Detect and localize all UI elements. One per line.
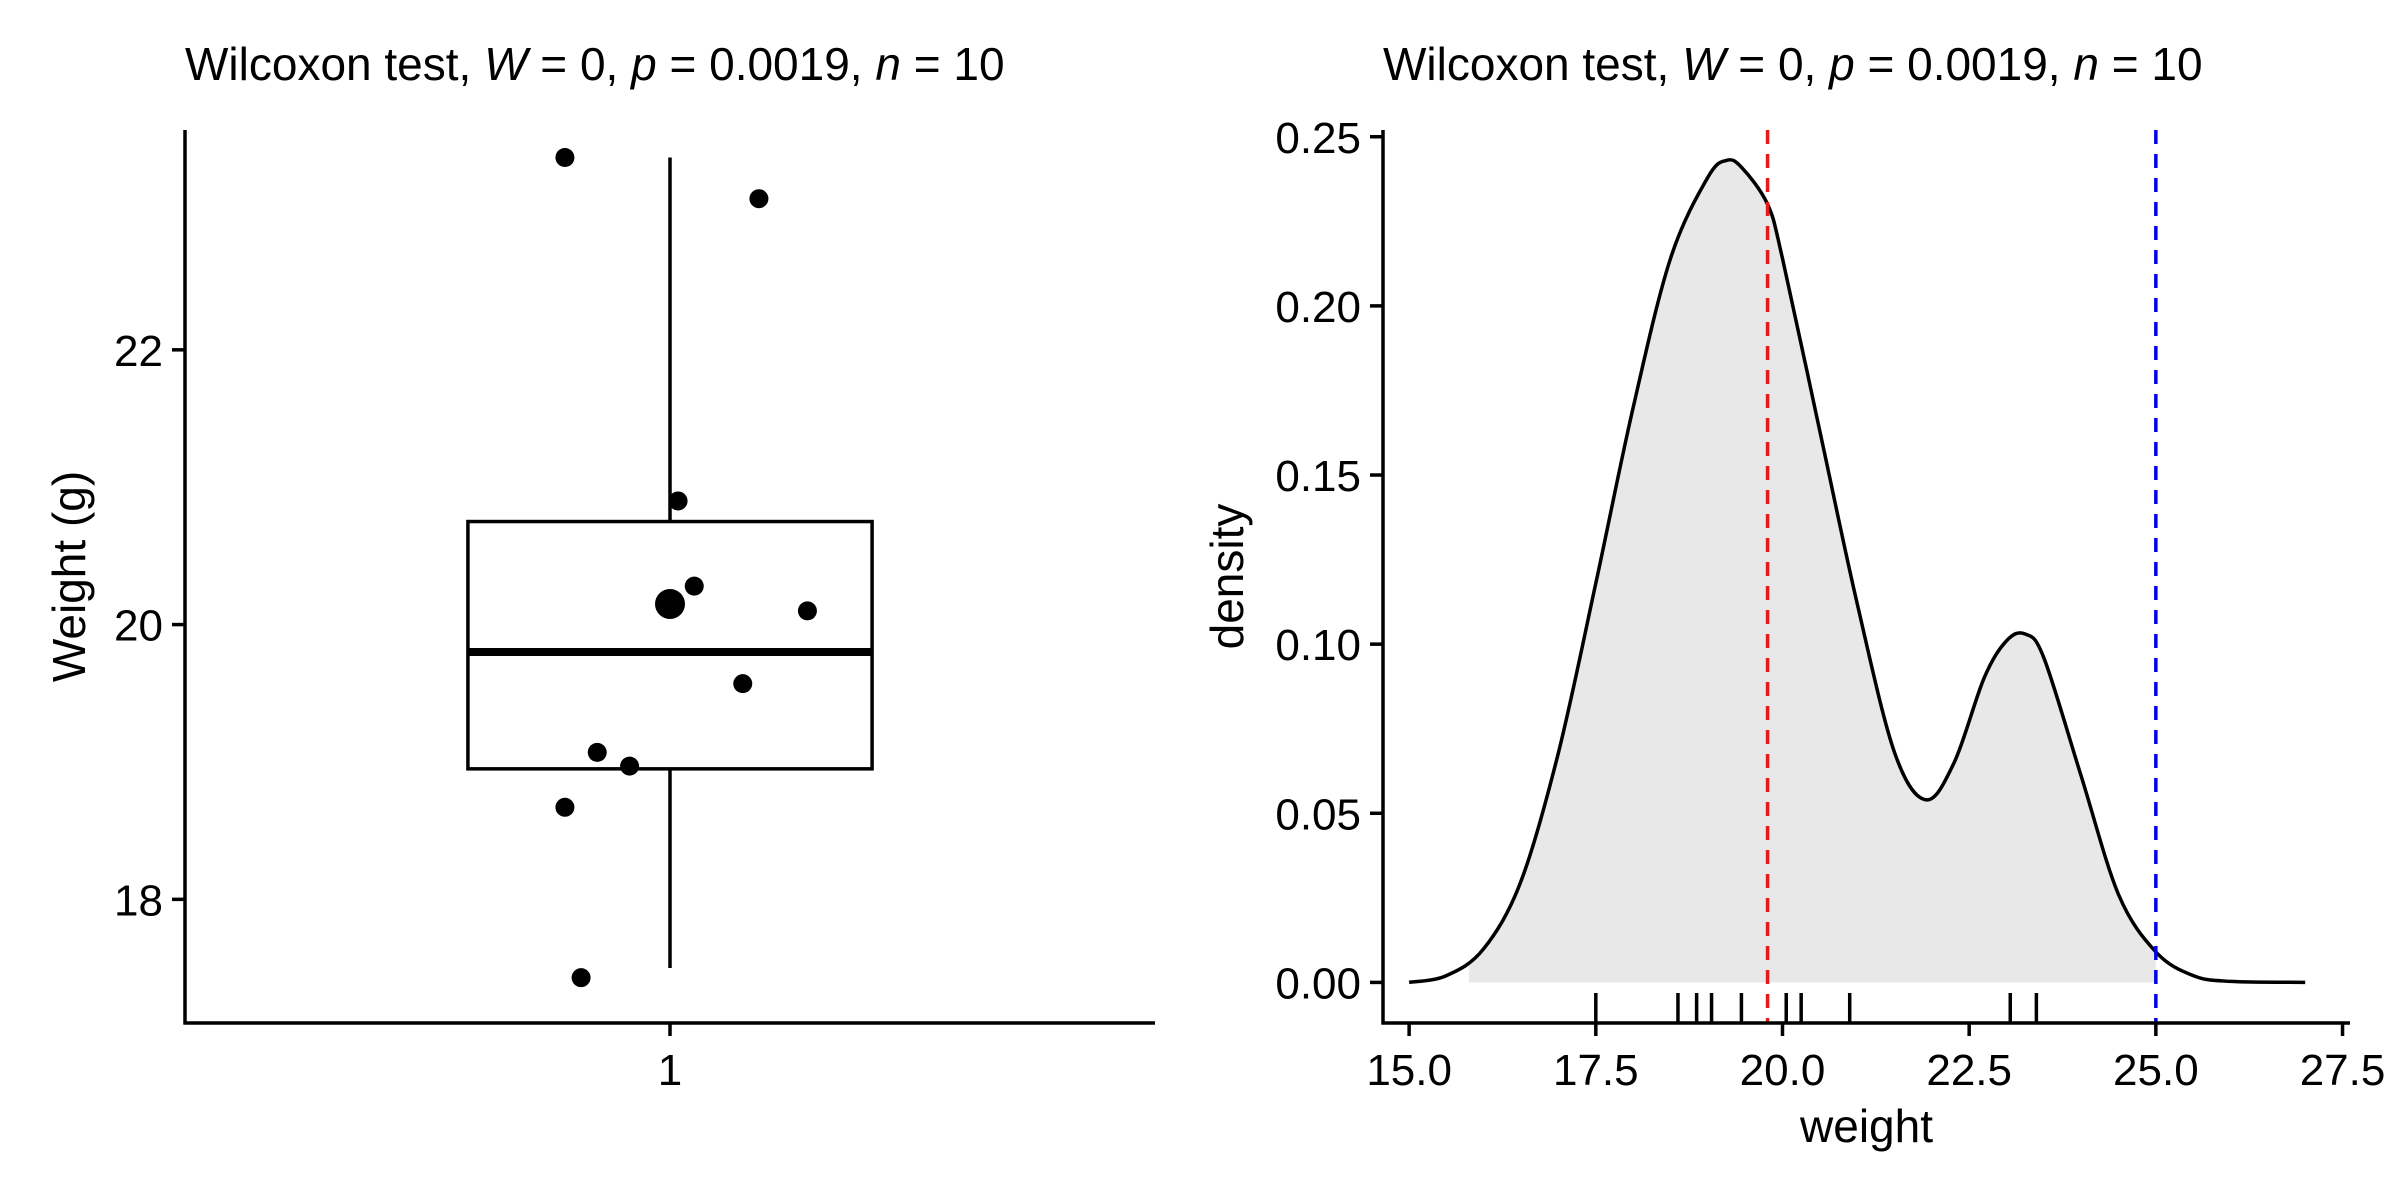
- data-point: [684, 576, 704, 596]
- right-x-tick-label: 17.5: [1553, 1046, 1639, 1095]
- right-y-tick-label: 0.15: [1275, 452, 1361, 501]
- left-y-tick-label: 22: [114, 327, 163, 376]
- right-y-tick-label: 0.20: [1275, 283, 1361, 332]
- left-chart-title: Wilcoxon test, W = 0, p = 0.0019, n = 10: [185, 38, 1005, 90]
- data-point: [749, 189, 769, 209]
- left-y-axis-label: Weight (g): [43, 471, 95, 682]
- right-chart-title-part: = 10: [2099, 38, 2203, 90]
- right-chart-title-part: W: [1682, 38, 1730, 90]
- data-point: [555, 147, 575, 167]
- data-point: [555, 797, 575, 817]
- density-curve-line: [1408, 158, 2306, 985]
- data-point: [587, 742, 607, 762]
- right-chart-title-part: = 0.0019,: [1855, 38, 2074, 90]
- right-x-tick-label: 15.0: [1366, 1046, 1452, 1095]
- right-y-tick-label: 0.05: [1275, 790, 1361, 839]
- mean-point: [655, 588, 685, 619]
- left-chart-title-part: Wilcoxon test,: [185, 38, 484, 90]
- right-chart-title: Wilcoxon test, W = 0, p = 0.0019, n = 10: [1383, 38, 2203, 90]
- left-x-tick-label: 1: [658, 1046, 682, 1095]
- left-y-tick-label: 18: [114, 876, 163, 925]
- right-y-tick-label: 0.25: [1275, 114, 1361, 163]
- left-chart-title-part: = 10: [901, 38, 1005, 90]
- data-point: [571, 968, 591, 988]
- right-y-axis-label: density: [1201, 504, 1253, 650]
- right-x-tick-label: 25.0: [2113, 1046, 2199, 1095]
- right-chart-title-part: = 0,: [1726, 38, 1830, 90]
- left-chart-title-part: p: [629, 38, 657, 90]
- left-chart-title-part: W: [484, 38, 532, 90]
- left-chart-title-part: n: [875, 38, 901, 90]
- data-point: [668, 491, 688, 511]
- right-x-tick-label: 22.5: [1926, 1046, 2012, 1095]
- box-iqr: [466, 519, 874, 771]
- right-chart-title-part: Wilcoxon test,: [1383, 38, 1682, 90]
- right-y-tick-label: 0.00: [1275, 959, 1361, 1008]
- data-point: [797, 601, 817, 621]
- left-y-tick-label: 20: [114, 602, 163, 651]
- right-chart-title-part: p: [1827, 38, 1855, 90]
- right-x-axis-label: weight: [1799, 1100, 1933, 1152]
- right-x-tick-label: 27.5: [2300, 1046, 2386, 1095]
- right-x-tick-label: 20.0: [1740, 1046, 1826, 1095]
- left-chart-title-part: = 0.0019,: [657, 38, 876, 90]
- left-chart-title-part: = 0,: [528, 38, 632, 90]
- density-fill-area: [1468, 159, 2156, 983]
- data-point: [733, 674, 753, 694]
- right-chart-title-part: n: [2073, 38, 2099, 90]
- right-y-tick-label: 0.10: [1275, 621, 1361, 670]
- data-point: [620, 756, 640, 776]
